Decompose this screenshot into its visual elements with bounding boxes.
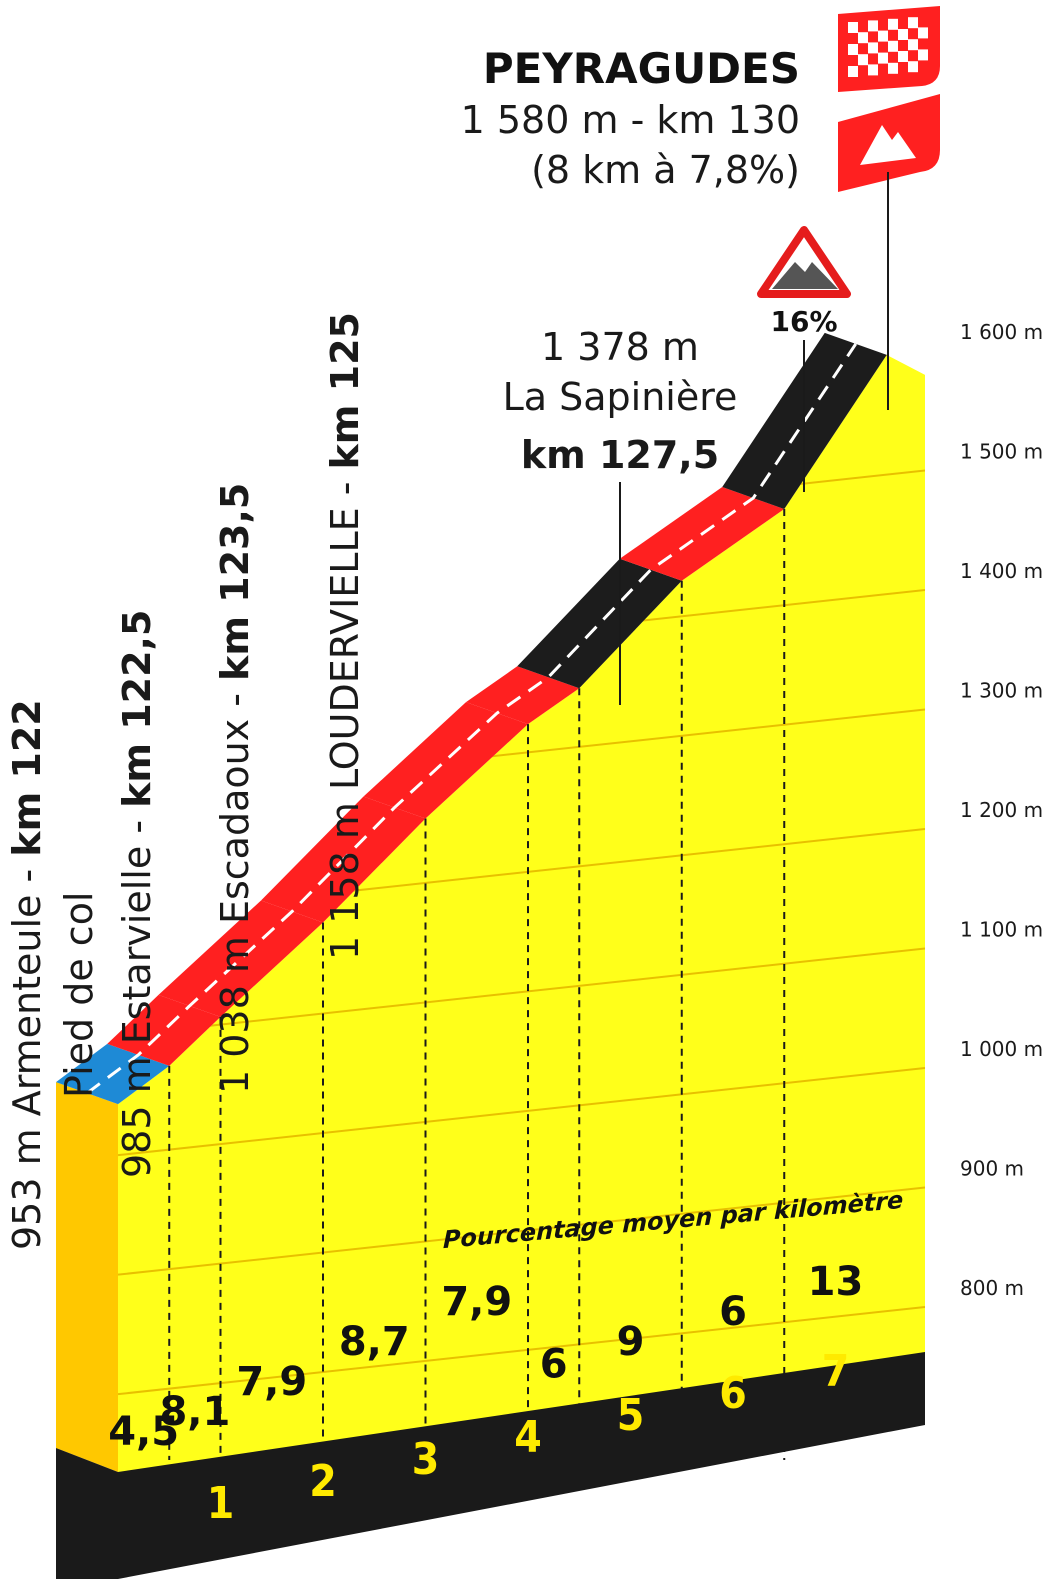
terrain-front-face (118, 354, 925, 1475)
road-segment (158, 900, 323, 1017)
pct-label: 8,7 (339, 1319, 410, 1365)
road-segment (107, 994, 221, 1066)
summit-climb-stats: (8 km à 7,8%) (531, 148, 800, 192)
label-loudervielle: 1 158 m LOUDERVIELLE - km 125 (323, 312, 367, 960)
sapiniere-altitude: 1 378 m (541, 325, 699, 369)
pct-label: 7,9 (441, 1279, 512, 1325)
y-tick-label: 1 100 m (960, 918, 1043, 942)
y-tick-label: 800 m (960, 1276, 1024, 1300)
pct-label: 13 (808, 1259, 864, 1305)
road-segment (517, 558, 682, 689)
km-marker: 2 (309, 1456, 337, 1507)
base-band (56, 1352, 925, 1579)
grid-line (118, 1067, 925, 1157)
steep-gradient-sign-icon (757, 226, 851, 492)
steep-gradient-label: 16% (770, 305, 837, 338)
road-centerline (86, 343, 857, 1095)
pct-label: 7,9 (236, 1359, 307, 1405)
km-marker: 7 (822, 1346, 850, 1397)
summit-altitude-km: 1 580 m - km 130 (461, 98, 800, 142)
pct-label: 6 (540, 1342, 568, 1388)
pct-label: 4,5 (108, 1409, 179, 1455)
km-marker: 4 (514, 1412, 542, 1463)
y-tick-label: 1 300 m (960, 679, 1043, 703)
sapiniere-name: La Sapinière (503, 375, 738, 419)
summit-flag-icon (838, 94, 940, 410)
label-escadaoux: 1 038 m Escadaoux - km 123,5 (213, 483, 257, 1094)
y-tick-label: 1 200 m (960, 798, 1043, 822)
grid-line (118, 1186, 925, 1276)
km-marker: 3 (412, 1434, 440, 1485)
y-tick-label: 1 000 m (960, 1037, 1043, 1061)
terrain-side-face (56, 1082, 118, 1472)
base-layer (56, 1352, 925, 1579)
km-marker: 5 (617, 1390, 645, 1441)
grid-line (118, 1306, 925, 1396)
summit-name: PEYRAGUDES (483, 44, 800, 93)
y-tick-label: 900 m (960, 1157, 1024, 1181)
terrain-layer (56, 354, 925, 1475)
label-pied-de-col: Pied de col (57, 892, 101, 1099)
grid-line (118, 947, 925, 1037)
y-axis-ticks: 800 m 900 m 1 000 m 1 100 m 1 200 m 1 300 m 1 … (960, 320, 1043, 1300)
y-tick-label: 1 600 m (960, 320, 1043, 344)
km-marker: 1 (207, 1478, 235, 1529)
pct-label: 6 (719, 1289, 747, 1335)
finish-flag-icon (838, 6, 940, 92)
pct-label: 9 (617, 1319, 645, 1365)
pct-label: 8,1 (159, 1389, 230, 1435)
road-segment (363, 702, 528, 819)
road-segment (466, 666, 580, 725)
label-armenteule: 953 m Armenteule - km 122 (5, 699, 49, 1250)
sapiniere-km: km 127,5 (521, 433, 719, 477)
y-tick-label: 1 500 m (960, 440, 1043, 464)
km-marker: 6 (719, 1368, 747, 1419)
y-tick-label: 1 400 m (960, 559, 1043, 583)
label-estarvielle: 985 m Estarvielle - km 122,5 (115, 610, 159, 1178)
